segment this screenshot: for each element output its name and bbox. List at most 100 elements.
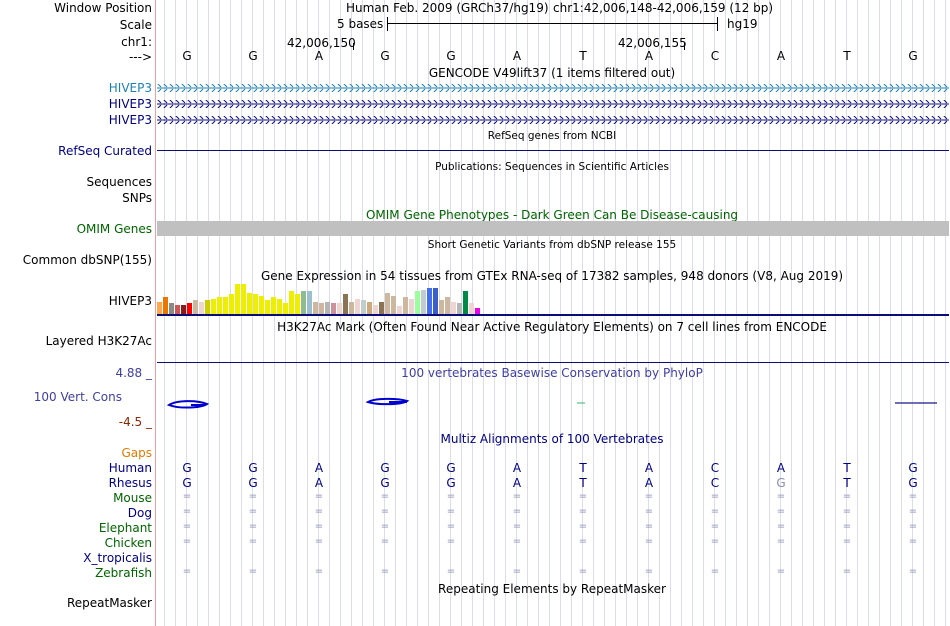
gencode-item-label-3[interactable]: HIVEP3 [108,113,152,127]
phylop-min-label: -4.5 _ [118,415,152,429]
gaps-label[interactable]: Gaps [121,446,152,460]
gtex-tissue-bar[interactable] [343,294,348,314]
gencode-item-label-1[interactable]: HIVEP3 [108,81,152,95]
phylop-track-title[interactable]: 100 vertebrates Basewise Conservation by… [401,366,703,380]
dbsnp-label[interactable]: Common dbSNP(155) [22,253,152,267]
omim-feature-bar[interactable] [157,221,949,236]
gtex-tissue-bar[interactable] [277,299,282,314]
publications-track-title[interactable]: Publications: Sequences in Scientific Ar… [435,161,669,173]
gtex-tissue-bar[interactable] [337,303,342,314]
refseq-label[interactable]: RefSeq Curated [58,144,152,158]
omim-label[interactable]: OMIM Genes [76,222,152,236]
multiz-base: = [380,536,390,547]
gtex-tissue-bar[interactable] [463,291,468,314]
multiz-species-label[interactable]: Elephant [98,521,152,535]
dbsnp-track-title[interactable]: Short Genetic Variants from dbSNP releas… [427,239,677,251]
phylop-glyphs[interactable] [157,396,949,412]
gtex-tissue-bar[interactable] [175,305,180,314]
gtex-tissue-bar[interactable] [319,303,324,314]
gencode-transcripts[interactable] [157,80,949,128]
gtex-tissue-bar[interactable] [445,297,450,314]
omim-track-title[interactable]: OMIM Gene Phenotypes - Dark Green Can Be… [365,208,739,222]
gtex-tissue-bar[interactable] [223,297,228,314]
phylop-label[interactable]: 100 Vert. Cons [33,390,122,404]
gtex-tissue-bar[interactable] [457,303,462,314]
multiz-species-label[interactable]: Dog [127,506,152,520]
multiz-track-title[interactable]: Multiz Alignments of 100 Vertebrates [440,432,664,446]
gtex-tissue-bar[interactable] [325,302,330,314]
refseq-track-title[interactable]: RefSeq genes from NCBI [487,130,617,142]
gtex-tissue-bar[interactable] [469,303,474,314]
gtex-tissue-bar[interactable] [439,300,444,314]
gtex-tissue-bar[interactable] [313,302,318,314]
phylop-g-glyph-2 [365,397,410,406]
gtex-tissue-bar[interactable] [211,299,216,314]
gtex-tissue-bar[interactable] [157,302,162,314]
gtex-tissue-bar[interactable] [355,299,360,314]
publications-snps-label[interactable]: SNPs [122,191,152,205]
gtex-track-title[interactable]: Gene Expression in 54 tissues from GTEx … [260,269,844,283]
gtex-tissue-bar[interactable] [415,291,420,314]
gtex-tissue-bar[interactable] [193,300,198,314]
gtex-tissue-bar[interactable] [451,302,456,314]
multiz-base: = [578,506,588,517]
gtex-tissue-bar[interactable] [259,296,264,314]
gtex-tissue-bar[interactable] [241,284,246,314]
multiz-species-label[interactable]: X_tropicalis [83,551,152,565]
gtex-tissue-bar[interactable] [373,305,378,314]
multiz-species-label[interactable]: Mouse [113,491,152,505]
gtex-tissue-bar[interactable] [409,299,414,314]
gtex-tissue-bar[interactable] [379,302,384,314]
gtex-tissue-bar[interactable] [205,300,210,314]
repeatmasker-label[interactable]: RepeatMasker [66,596,152,610]
gtex-tissue-bar[interactable] [367,302,372,314]
multiz-base: = [380,506,390,517]
gtex-tissue-bar[interactable] [427,288,432,314]
gencode-item-label-2[interactable]: HIVEP3 [108,97,152,111]
multiz-species-label[interactable]: Chicken [104,536,152,550]
multiz-base: = [314,491,324,502]
gtex-tissue-bar[interactable] [163,297,168,314]
multiz-species-label[interactable]: Human [108,461,152,475]
h3k27ac-label[interactable]: Layered H3K27Ac [45,334,152,348]
gtex-tissue-bar[interactable] [403,297,408,314]
gtex-tissue-bar[interactable] [349,302,354,314]
gtex-tissue-bar[interactable] [391,296,396,314]
gtex-tissue-bar[interactable] [235,284,240,314]
gtex-bar-chart[interactable] [157,284,949,316]
gtex-tissue-bar[interactable] [301,291,306,314]
gtex-tissue-bar[interactable] [421,290,426,314]
repeatmasker-track-title[interactable]: Repeating Elements by RepeatMasker [438,582,666,596]
gtex-tissue-bar[interactable] [181,305,186,314]
h3k27ac-track-title[interactable]: H3K27Ac Mark (Often Found Near Active Re… [277,320,827,334]
gtex-tissue-bar[interactable] [187,303,192,314]
gtex-label[interactable]: HIVEP3 [108,294,152,308]
gtex-tissue-bar[interactable] [331,303,336,314]
publications-sequences-label[interactable]: Sequences [86,175,152,189]
multiz-species-label[interactable]: Zebrafish [95,566,152,580]
gtex-tissue-bar[interactable] [253,294,258,314]
gtex-tissue-bar[interactable] [217,297,222,314]
scale-bar [387,17,718,31]
gtex-tissue-bar[interactable] [433,288,438,314]
gtex-tissue-bar[interactable] [295,294,300,314]
gtex-tissue-bar[interactable] [169,303,174,314]
gencode-track-title[interactable]: GENCODE V49lift37 (1 items filtered out) [428,66,676,80]
multiz-base: = [776,491,786,502]
refseq-gene-line[interactable] [157,150,949,151]
gtex-tissue-bar[interactable] [397,306,402,314]
gtex-tissue-bar[interactable] [475,308,480,314]
gtex-tissue-bar[interactable] [289,291,294,314]
gtex-tissue-bar[interactable] [247,293,252,314]
gtex-tissue-bar[interactable] [385,293,390,314]
gtex-tissue-bar[interactable] [283,303,288,314]
multiz-species-label[interactable]: Rhesus [108,476,152,490]
gtex-tissue-bar[interactable] [361,300,366,314]
multiz-base: T [579,461,587,475]
gtex-tissue-bar[interactable] [271,297,276,314]
gtex-tissue-bar[interactable] [199,302,204,314]
gtex-tissue-bar[interactable] [265,300,270,314]
gtex-tissue-bar[interactable] [307,291,312,314]
gtex-tissue-bar[interactable] [229,294,234,314]
multiz-base: = [842,536,852,547]
